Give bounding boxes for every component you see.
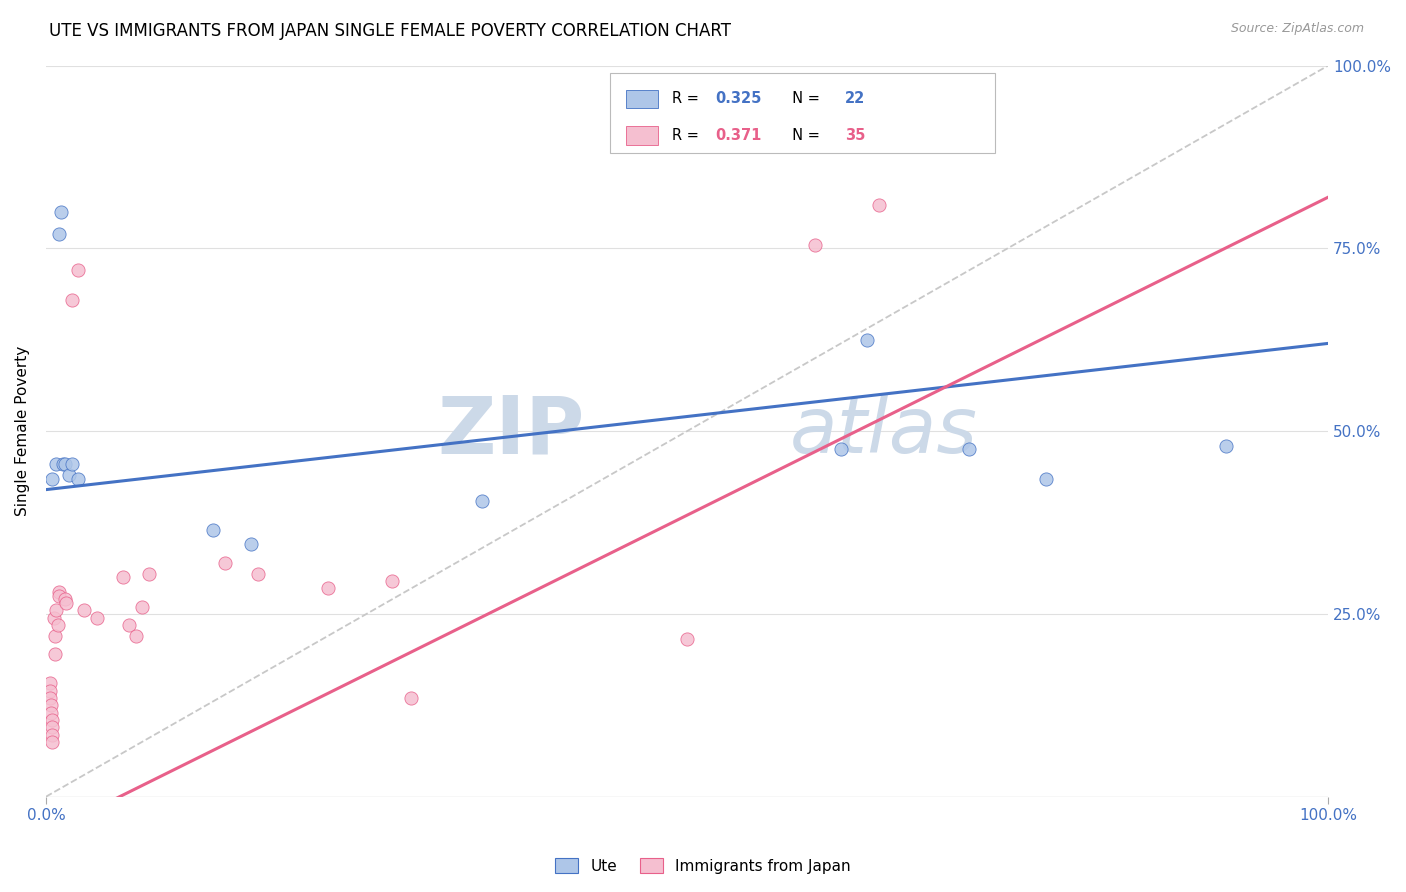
Text: ZIP: ZIP [437,392,585,470]
FancyBboxPatch shape [626,127,658,145]
FancyBboxPatch shape [610,73,995,153]
Point [41,735,63,749]
Point [41,472,63,486]
Point [1035,472,1057,486]
FancyBboxPatch shape [626,89,658,108]
Point [118,618,141,632]
Point [39,706,62,720]
Point [201,523,224,537]
Point [1215,439,1237,453]
Point [830,442,852,457]
Point [45,457,67,471]
Legend: Ute, Immigrants from Japan: Ute, Immigrants from Japan [550,852,856,880]
Point [66,263,89,277]
Point [39,698,62,713]
Point [53,592,76,607]
Point [316,582,339,596]
Point [111,570,134,584]
Point [676,632,699,647]
Point [48,589,70,603]
Point [53,457,76,471]
Point [246,566,269,581]
Point [58,468,80,483]
Text: R =: R = [672,128,703,143]
Text: N =: N = [783,91,825,106]
Point [471,493,494,508]
Point [52,457,75,471]
Point [240,537,263,551]
Point [41,713,63,727]
Text: N =: N = [783,128,825,143]
Point [46,618,69,632]
Text: 0.371: 0.371 [716,128,762,143]
Point [51,204,73,219]
Point [41,727,63,741]
Text: 22: 22 [845,91,865,106]
Point [86,610,108,624]
Point [401,690,423,705]
Point [381,574,404,588]
Text: atlas: atlas [790,393,977,469]
Point [48,585,70,599]
Point [125,629,148,643]
Point [45,603,67,617]
Point [804,237,827,252]
Text: R =: R = [672,91,703,106]
Text: UTE VS IMMIGRANTS FROM JAPAN SINGLE FEMALE POVERTY CORRELATION CHART: UTE VS IMMIGRANTS FROM JAPAN SINGLE FEMA… [49,22,731,40]
Point [60,457,83,471]
Point [73,603,96,617]
Point [44,647,66,661]
Text: 35: 35 [845,128,865,143]
Point [38,690,60,705]
Point [214,556,236,570]
Point [138,566,160,581]
Point [44,629,66,643]
Point [38,676,60,690]
Y-axis label: Single Female Poverty: Single Female Poverty [15,346,30,516]
Point [48,227,70,241]
Point [957,442,980,457]
Point [38,683,60,698]
Point [42,610,65,624]
Point [66,472,89,486]
Text: 0.325: 0.325 [716,91,762,106]
Point [60,293,83,307]
Point [131,599,153,614]
Point [855,333,877,347]
Point [55,596,77,610]
Point [868,197,890,211]
Point [41,720,63,734]
Text: Source: ZipAtlas.com: Source: ZipAtlas.com [1230,22,1364,36]
